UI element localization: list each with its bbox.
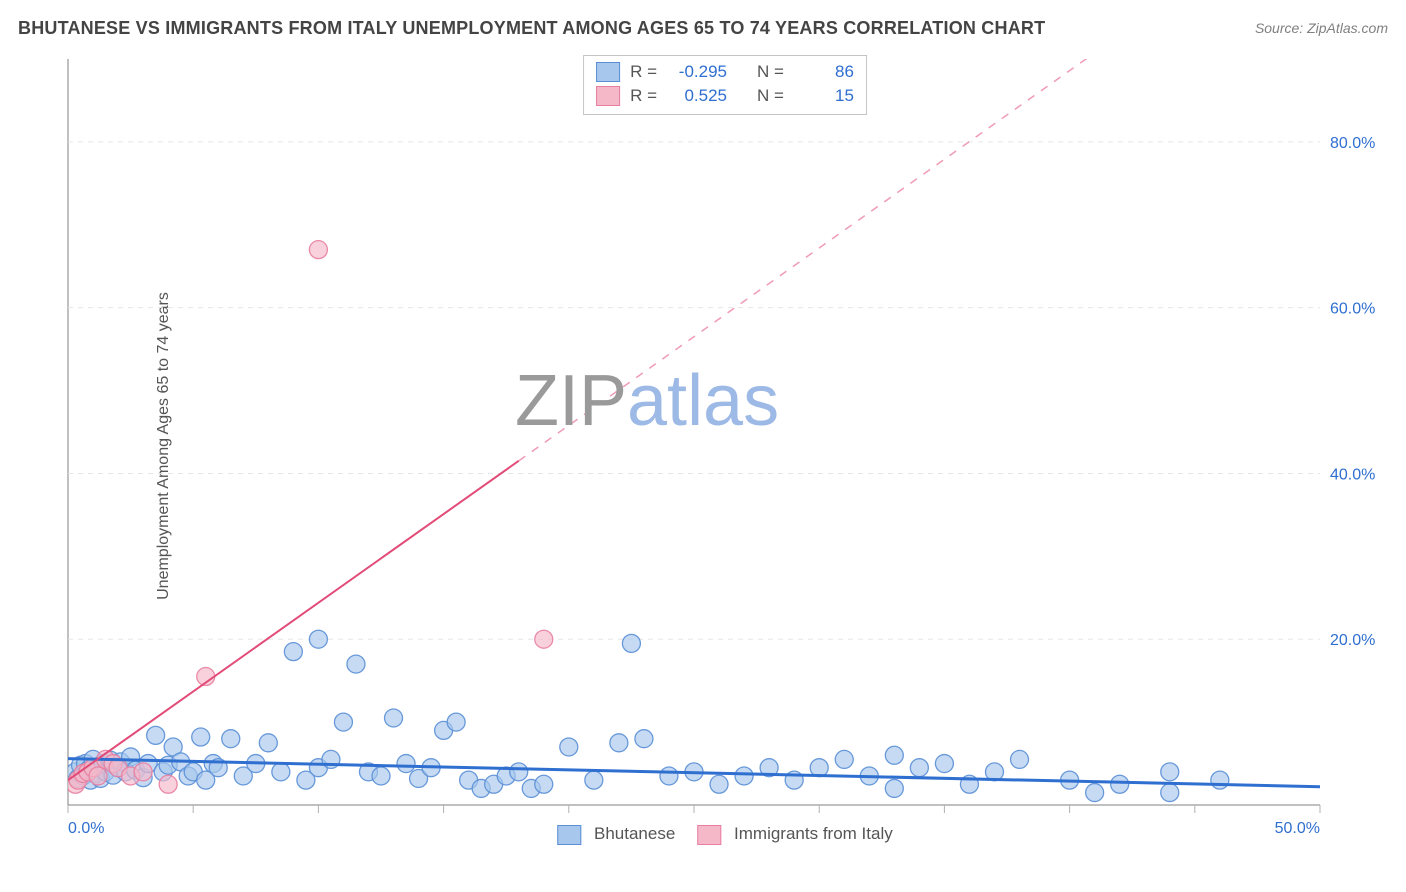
swatch-blue (596, 62, 620, 82)
svg-text:80.0%: 80.0% (1330, 135, 1375, 152)
n-value-bhutanese: 86 (794, 60, 854, 84)
legend-swatch-pink (697, 825, 721, 845)
r-value-bhutanese: -0.295 (667, 60, 727, 84)
swatch-pink (596, 86, 620, 106)
plot-area: 20.0% 40.0% 60.0% 80.0% 0.0% 50.0% R = -0.295… (60, 55, 1390, 845)
svg-text:0.0%: 0.0% (68, 820, 104, 837)
svg-text:60.0%: 60.0% (1330, 301, 1375, 318)
series-legend: Bhutanese Immigrants from Italy (557, 824, 892, 845)
n-label: N = (757, 84, 784, 108)
stats-row-italy: R = 0.525 N = 15 (596, 84, 854, 108)
legend-label-italy: Immigrants from Italy (734, 824, 893, 843)
r-value-italy: 0.525 (667, 84, 727, 108)
source-label: Source: ZipAtlas.com (1255, 20, 1388, 36)
svg-text:20.0%: 20.0% (1330, 632, 1375, 649)
svg-text:50.0%: 50.0% (1275, 820, 1320, 837)
legend-item-italy: Immigrants from Italy (697, 824, 892, 845)
legend-item-bhutanese: Bhutanese (557, 824, 675, 845)
stats-row-bhutanese: R = -0.295 N = 86 (596, 60, 854, 84)
r-label: R = (630, 84, 657, 108)
correlation-stats-box: R = -0.295 N = 86 R = 0.525 N = 15 (583, 55, 867, 115)
legend-label-bhutanese: Bhutanese (594, 824, 675, 843)
legend-swatch-blue (557, 825, 581, 845)
r-label: R = (630, 60, 657, 84)
svg-text:40.0%: 40.0% (1330, 466, 1375, 483)
scatter-chart: 20.0% 40.0% 60.0% 80.0% 0.0% 50.0% (60, 55, 1390, 845)
chart-title: BHUTANESE VS IMMIGRANTS FROM ITALY UNEMP… (18, 18, 1045, 38)
n-label: N = (757, 60, 784, 84)
n-value-italy: 15 (794, 84, 854, 108)
